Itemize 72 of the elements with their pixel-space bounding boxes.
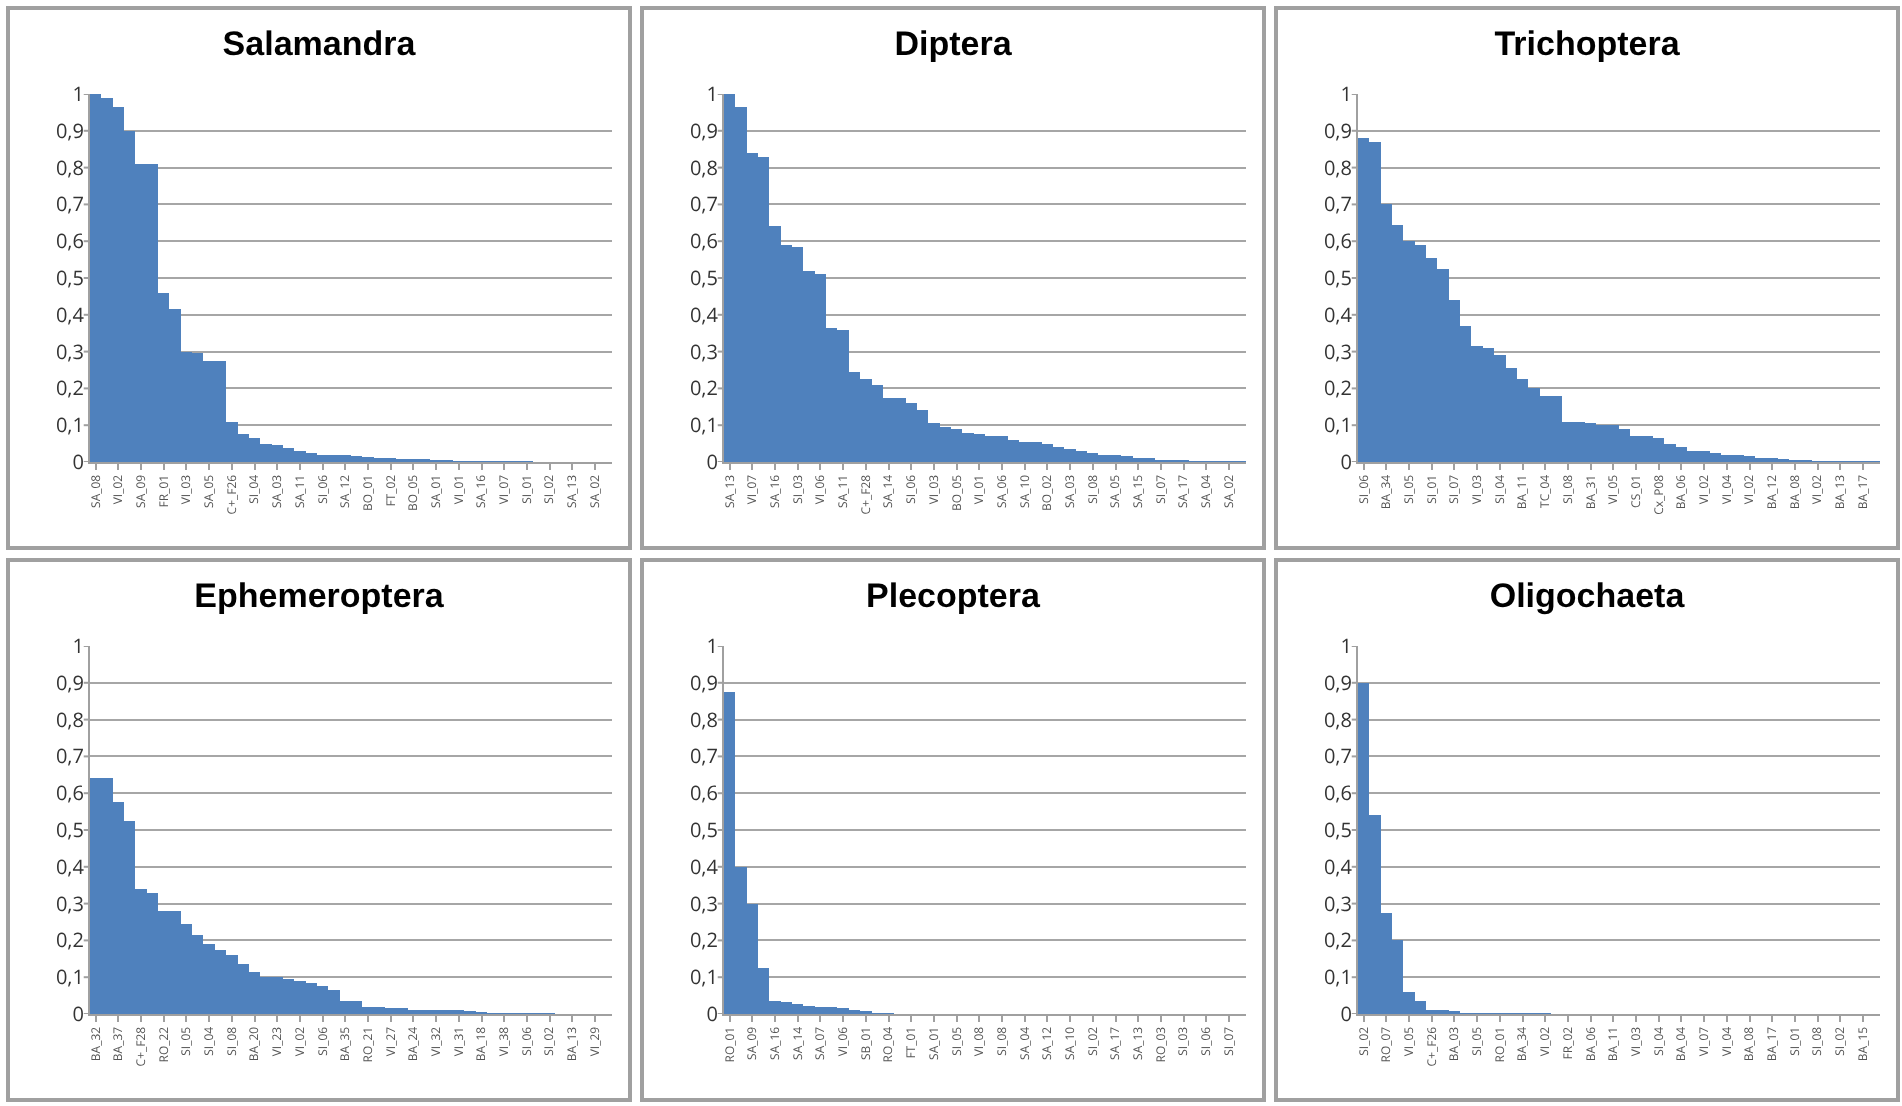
y-tick-label: 0,3 bbox=[55, 336, 85, 365]
chart-title: Ephemeroptera bbox=[194, 577, 445, 616]
y-tick-label: 0,5 bbox=[1323, 815, 1353, 843]
y-tick-label: 1 bbox=[1340, 79, 1352, 107]
y-tick-label: 0,8 bbox=[1323, 704, 1353, 733]
y-tick-label: 0,9 bbox=[689, 667, 719, 696]
y-tick-label: 0 bbox=[1340, 447, 1353, 475]
y-tick-label: 0,5 bbox=[689, 815, 719, 843]
y-tick-label: 0,8 bbox=[55, 704, 85, 733]
y-tick-label: 0,2 bbox=[55, 925, 85, 954]
y-tick-label: 0,3 bbox=[1323, 888, 1353, 917]
y-tick-label: 0 bbox=[72, 447, 85, 475]
y-tick-label: 0,5 bbox=[55, 815, 85, 843]
y-tick-label: 0,3 bbox=[1323, 336, 1353, 365]
y-tick-label: 0 bbox=[1340, 999, 1353, 1027]
y-tick-label: 0,6 bbox=[55, 778, 85, 807]
y-tick-label: 0,4 bbox=[1323, 851, 1353, 880]
y-tick-label: 0 bbox=[706, 999, 719, 1027]
chart-title: Trichoptera bbox=[1494, 25, 1681, 64]
y-tick-label: 0,5 bbox=[1323, 263, 1353, 291]
chart-title: Oligochaeta bbox=[1489, 577, 1686, 616]
y-tick-label: 0,4 bbox=[55, 851, 85, 880]
y-tick-label: 0,5 bbox=[55, 263, 85, 291]
y-tick-label: 0,1 bbox=[1323, 410, 1352, 439]
y-tick-label: 0,2 bbox=[55, 373, 85, 402]
y-tick-label: 0,3 bbox=[689, 888, 719, 917]
y-tick-label: 0 bbox=[72, 999, 85, 1027]
y-tick-label: 0,8 bbox=[689, 704, 719, 733]
y-tick-label: 0,7 bbox=[1323, 189, 1353, 218]
y-tick-label: 0,4 bbox=[689, 299, 719, 328]
y-tick-label: 0,6 bbox=[1323, 226, 1353, 255]
y-tick-label: 0,1 bbox=[55, 962, 84, 991]
y-tick-label: 1 bbox=[72, 631, 84, 659]
y-tick-label: 0,6 bbox=[1323, 778, 1353, 807]
y-tick-label: 0,1 bbox=[55, 410, 84, 439]
chart-title: Salamandra bbox=[222, 25, 417, 64]
y-tick-label: 0,2 bbox=[1323, 925, 1353, 954]
y-tick-label: 0,1 bbox=[689, 962, 718, 991]
y-tick-label: 0,8 bbox=[1323, 152, 1353, 181]
y-tick-label: 0,6 bbox=[55, 226, 85, 255]
y-tick-label: 0,4 bbox=[1323, 299, 1353, 328]
y-tick-label: 0 bbox=[706, 447, 719, 475]
y-tick-label: 0,2 bbox=[689, 925, 719, 954]
y-tick-label: 0,8 bbox=[55, 152, 85, 181]
y-tick-label: 0,4 bbox=[55, 299, 85, 328]
y-tick-label: 0,3 bbox=[55, 888, 85, 917]
y-tick-label: 0,9 bbox=[689, 115, 719, 144]
y-tick-label: 0,7 bbox=[689, 741, 719, 770]
y-tick-label: 0,7 bbox=[1323, 741, 1353, 770]
y-tick-label: 0,5 bbox=[689, 263, 719, 291]
y-tick-label: 0,1 bbox=[1323, 962, 1352, 991]
y-tick-label: 0,7 bbox=[55, 189, 85, 218]
y-tick-label: 0,7 bbox=[55, 741, 85, 770]
y-tick-label: 0,9 bbox=[1323, 667, 1353, 696]
y-tick-label: 0,1 bbox=[689, 410, 718, 439]
y-tick-label: 0,2 bbox=[1323, 373, 1353, 402]
y-tick-label: 0,6 bbox=[689, 778, 719, 807]
y-tick-label: 1 bbox=[706, 79, 718, 107]
y-tick-label: 1 bbox=[72, 79, 84, 107]
y-tick-label: 0,9 bbox=[55, 115, 85, 144]
y-tick-label: 1 bbox=[706, 631, 718, 659]
chart-title: Diptera bbox=[894, 25, 1013, 64]
y-tick-label: 0,7 bbox=[689, 189, 719, 218]
chart-title: Plecoptera bbox=[866, 577, 1041, 616]
y-tick-label: 0,2 bbox=[689, 373, 719, 402]
y-tick-label: 0,9 bbox=[1323, 115, 1353, 144]
y-tick-label: 0,8 bbox=[689, 152, 719, 181]
y-tick-label: 0,6 bbox=[689, 226, 719, 255]
y-tick-label: 0,3 bbox=[689, 336, 719, 365]
y-tick-label: 1 bbox=[1340, 631, 1352, 659]
y-tick-label: 0,4 bbox=[689, 851, 719, 880]
y-tick-label: 0,9 bbox=[55, 667, 85, 696]
